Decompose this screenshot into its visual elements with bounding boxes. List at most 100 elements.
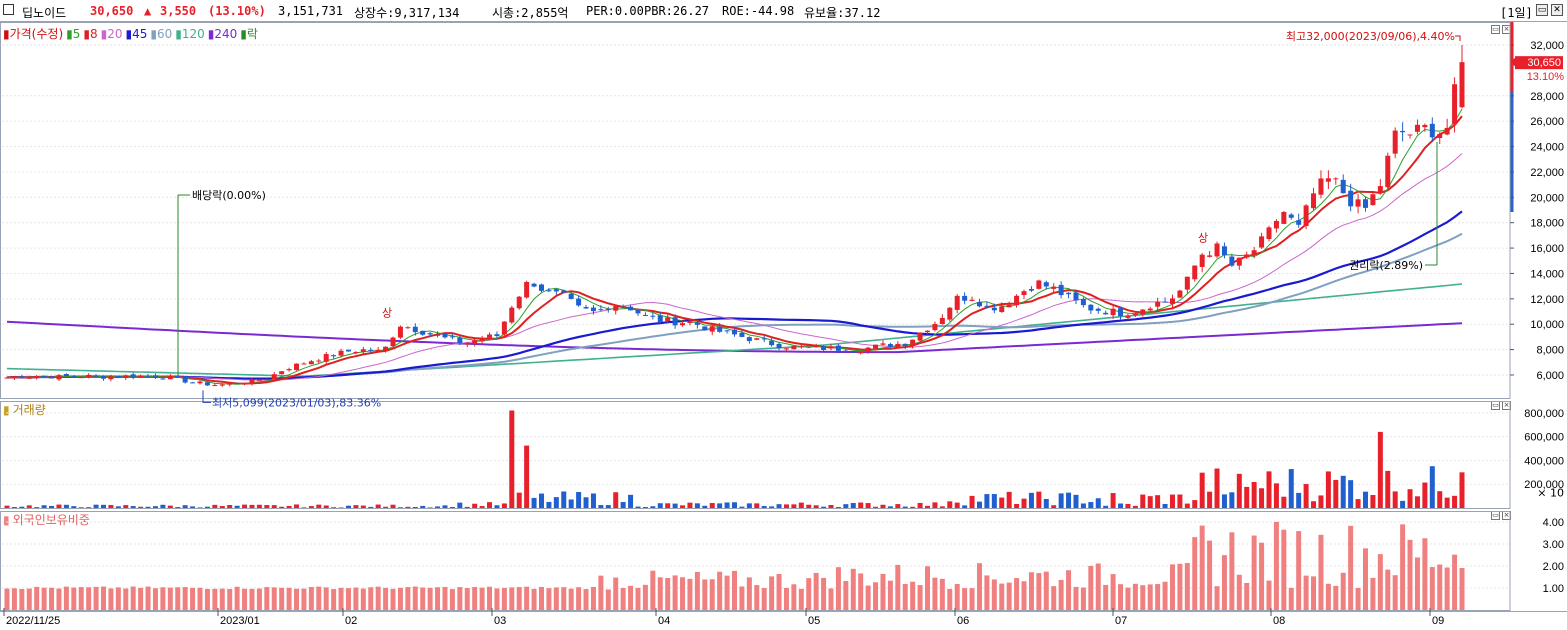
volume-bar — [702, 505, 708, 508]
volume-bar — [457, 502, 463, 508]
foreign-bar — [1066, 570, 1072, 610]
period-selector[interactable]: [1일] — [1500, 6, 1533, 20]
volume-bar — [650, 506, 656, 508]
foreign-bar — [865, 585, 871, 610]
foreign-legend-label: 외국인보유비중 — [12, 513, 90, 527]
volume-bar — [1362, 491, 1368, 508]
candle-body — [1422, 124, 1428, 128]
candle-body — [516, 296, 522, 309]
volume-bar — [175, 507, 181, 508]
volume-bar — [843, 504, 849, 508]
candle-body — [806, 346, 812, 348]
volume-bar — [1311, 501, 1317, 508]
candle-body — [71, 376, 77, 378]
candle-body — [1429, 123, 1435, 138]
rights-annotation: 권리락(2.89%) — [1349, 259, 1423, 272]
restore-window-icon[interactable]: ▭ — [1536, 4, 1548, 16]
legend-item-7: ▮240 — [207, 27, 238, 41]
candle-body — [650, 315, 656, 317]
foreign-bar — [783, 588, 789, 610]
candle-body — [294, 363, 300, 371]
volume-bar — [427, 507, 433, 508]
stock-chart[interactable]: 32,000 30,650 28,000 26,000 24,000 22,000 20,0… — [0, 22, 1567, 630]
foreign-bar — [732, 570, 737, 610]
foreign-bar — [613, 577, 619, 610]
candle-body — [969, 299, 975, 301]
candle-body — [78, 377, 84, 379]
volume-bar — [190, 506, 196, 508]
candle-body — [212, 385, 218, 387]
foreign-bar — [1362, 548, 1368, 610]
volume-bar — [1288, 469, 1294, 508]
candle-body — [1385, 155, 1391, 188]
candle-body — [583, 307, 589, 309]
foreign-bar — [494, 588, 500, 610]
foreign-bar — [1333, 585, 1339, 610]
foreign-bar — [1192, 537, 1198, 610]
volume-bar — [642, 507, 648, 508]
stock-name[interactable]: 딥노이드 — [22, 6, 67, 20]
candle-body — [1392, 130, 1398, 154]
volume-bar — [932, 502, 938, 508]
volume-bar — [1296, 492, 1302, 508]
volume-bar — [442, 505, 448, 508]
x-axis-label: 09 — [1432, 615, 1444, 627]
foreign-bar — [1088, 565, 1094, 610]
foreign-bar — [1325, 583, 1331, 610]
candle-body — [1377, 186, 1383, 193]
foreign-bar — [657, 577, 663, 610]
foreign-bar — [501, 587, 507, 610]
candle-body — [665, 317, 671, 322]
candle-body — [925, 330, 931, 333]
volume-bar — [694, 503, 700, 508]
volume-bar — [1155, 495, 1161, 508]
price-panel-maximize-icon[interactable]: ▭ — [1491, 25, 1500, 34]
candle-body — [850, 351, 856, 353]
x-axis-label: 06 — [957, 615, 969, 627]
candle-body — [954, 295, 960, 310]
foreign-bar — [524, 586, 530, 610]
candle-body — [590, 307, 596, 312]
price-legend: ▮가격(수정) ▮5 ▮8 ▮20 ▮45 ▮60 ▮120 ▮240 ▮락 — [3, 25, 261, 42]
volume-bar — [1281, 496, 1287, 508]
foreign-bar — [642, 584, 648, 610]
foreign-bar — [449, 589, 455, 610]
candle-body — [1452, 84, 1458, 125]
volume-bar — [1147, 496, 1153, 508]
volume-bar — [1340, 475, 1346, 508]
foreign-bar — [1207, 540, 1213, 610]
foreign-bar — [1400, 524, 1406, 610]
foreign-bar — [583, 589, 589, 610]
volume-bar — [620, 502, 626, 508]
candle-body — [791, 345, 797, 350]
candle-body — [1036, 280, 1042, 289]
volume-bar — [1118, 503, 1124, 508]
volume-bar — [115, 506, 121, 508]
candle-body — [63, 374, 69, 377]
select-checkbox[interactable] — [3, 4, 14, 15]
foreign-tick-label: 2.00 — [1543, 561, 1564, 573]
volume-bar — [583, 497, 589, 508]
volume-bar — [1169, 494, 1175, 508]
volume-bar — [323, 505, 329, 508]
candle-body — [1266, 227, 1272, 240]
candle-body — [338, 350, 344, 356]
volume-bar — [26, 505, 32, 508]
volume-bar — [123, 505, 129, 508]
volume-bar — [991, 494, 997, 508]
foreign-bar — [531, 588, 537, 610]
foreign-bar — [1162, 581, 1168, 610]
change-arrow-icon: ▲ — [144, 4, 152, 18]
foreign-bar — [331, 589, 337, 610]
candle-body — [798, 346, 804, 348]
candle-body — [1021, 291, 1027, 296]
foreign-bar — [754, 585, 760, 610]
close-window-icon[interactable]: ✕ — [1551, 4, 1563, 16]
foreign-bar — [1155, 584, 1161, 610]
candle-body — [1028, 288, 1034, 291]
candle-body — [821, 346, 827, 350]
volume-bar — [138, 506, 144, 508]
candle-body — [49, 376, 55, 379]
volume-bar — [1422, 482, 1428, 508]
volume-bar — [746, 503, 752, 508]
